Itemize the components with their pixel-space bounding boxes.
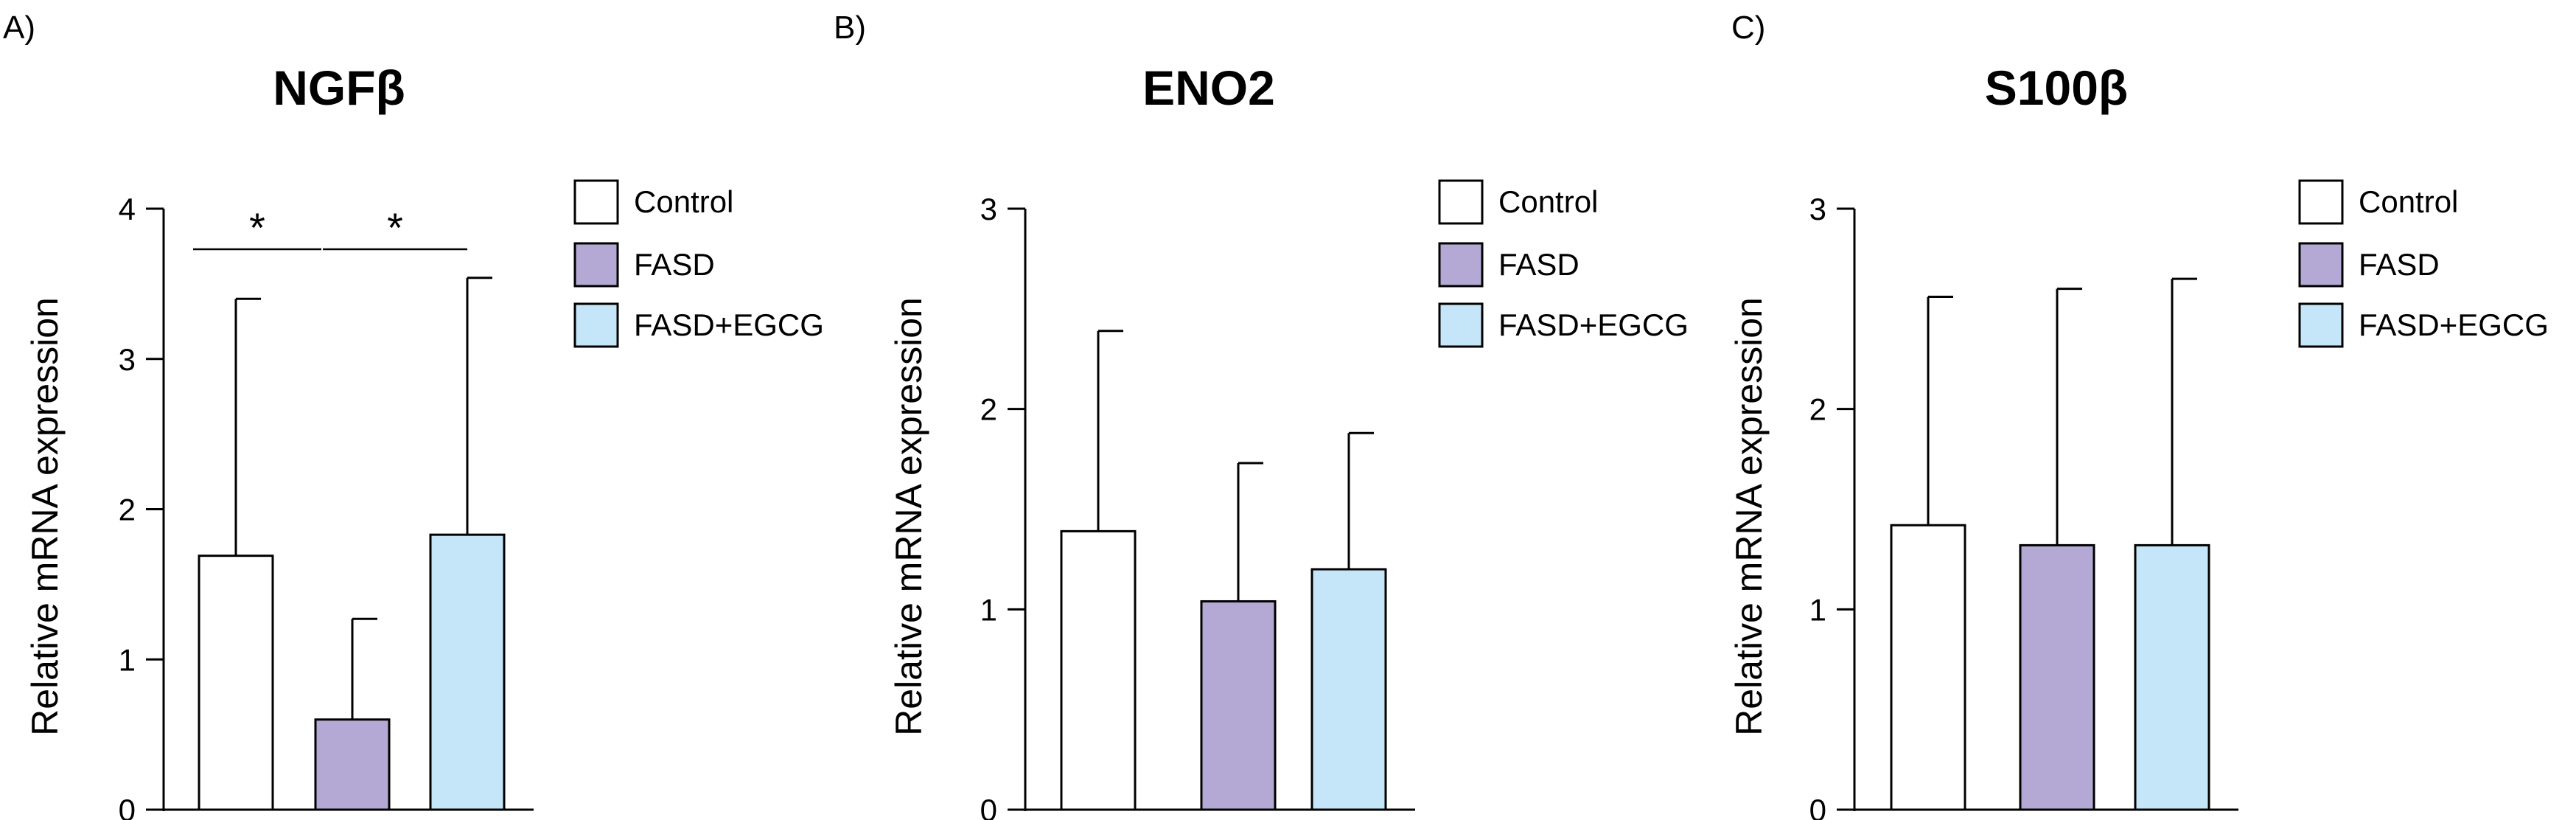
legend-label: Control [1498,184,1598,219]
legend-swatch [573,302,619,348]
legend-swatch [2298,302,2344,348]
chart-panel-2: C) S100β Relative mRNA expression 0 1 2 3 Contr… [1728,10,2549,820]
legend-label: FASD [634,247,715,282]
y-tick-label: 3 [1809,192,1826,226]
legend-label: FASD+EGCG [634,308,824,342]
y-tick-label: 3 [980,192,997,226]
y-axis-label: Relative mRNA expression [24,297,66,736]
legend-swatch [2298,179,2344,225]
chart-title: NGFβ [273,60,405,115]
legend-swatch [573,242,619,288]
legend-label: FASD+EGCG [2359,308,2549,342]
legend-swatch [573,179,619,225]
legend-label: Control [2359,184,2458,219]
significance-star: * [387,204,403,251]
y-axis-label: Relative mRNA expression [888,297,929,736]
bar-fasd [2019,543,2095,811]
y-tick-label: 1 [1809,592,1826,627]
chart-panel-1: B) ENO2 Relative mRNA expression 0 1 2 3 Contro… [834,10,1689,820]
legend-swatch [1438,242,1484,288]
legend-label: FASD+EGCG [1498,308,1689,342]
chart-panel-0: A) NGFβ Relative mRNA expression 0 1 2 3 4 * * Con… [3,10,824,820]
chart-title: S100β [1985,60,2128,115]
y-axis-label: Relative mRNA expression [1728,297,1770,736]
legend-swatch [2298,242,2344,288]
panel-letter: B) [834,10,866,46]
panel-letter: A) [3,10,35,46]
legend-label: FASD [2359,247,2440,282]
y-tick-label: 0 [119,793,136,820]
y-tick-label: 4 [119,192,136,226]
bar-fasd-egcg [1310,568,1387,811]
legend-swatch [1438,179,1484,225]
panel-letter: C) [1731,10,1765,46]
legend-label: Control [634,184,733,219]
bar-fasd [1200,600,1277,811]
y-tick-label: 2 [1809,392,1826,427]
y-tick-label: 1 [980,592,997,627]
y-tick-label: 1 [119,642,136,677]
y-tick-label: 2 [980,392,997,427]
bar-fasd-egcg [2134,543,2210,811]
y-tick-label: 0 [980,793,997,820]
chart-title: ENO2 [1142,60,1275,115]
y-tick-label: 3 [119,342,136,377]
y-tick-label: 2 [119,493,136,527]
significance-star: * [249,204,265,251]
bar-fasd [314,718,391,811]
legend-label: FASD [1498,247,1580,282]
bar-control [1890,524,1966,811]
legend-swatch [1438,302,1484,348]
bar-control [1060,529,1137,811]
bar-control [198,555,274,811]
bar-fasd-egcg [429,533,506,811]
y-tick-label: 0 [1809,793,1826,820]
